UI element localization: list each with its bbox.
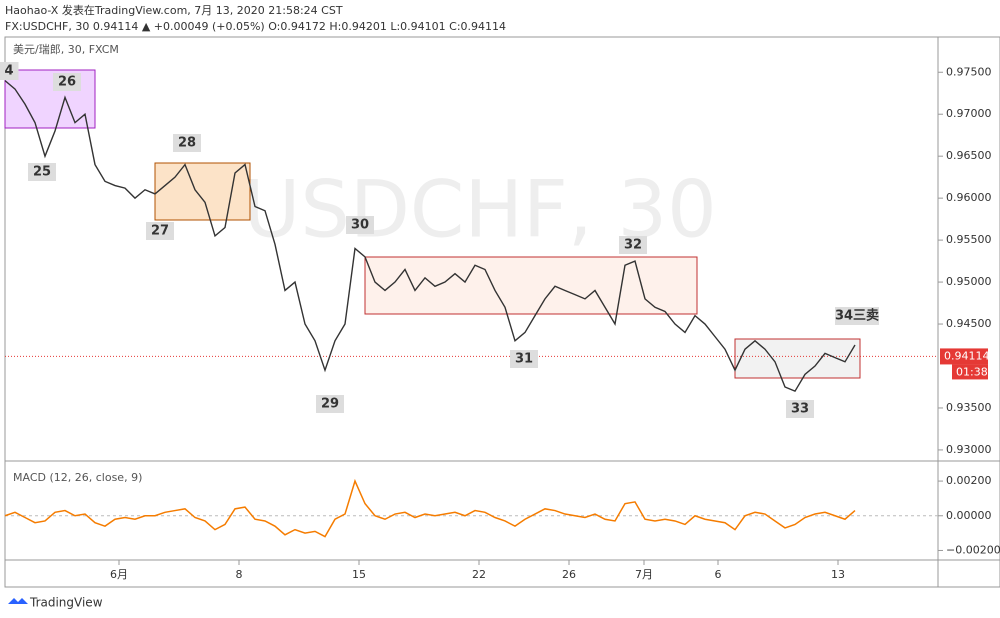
price-line — [4, 80, 856, 393]
header-ohlc: FX:USDCHF, 30 0.94114 ▲ +0.00049 (+0.05%… — [5, 20, 506, 33]
annotation: 29 — [321, 397, 339, 412]
logo: TradingView — [29, 596, 103, 610]
header-line: Haohao-X 发表在TradingView.com, 7月 13, 2020… — [5, 3, 343, 17]
annotation: 25 — [33, 165, 51, 180]
x-tick-label: 15 — [352, 568, 366, 581]
y-tick-label: 0.93000 — [946, 443, 992, 456]
pane-title: MACD (12, 26, close, 9) — [13, 471, 142, 484]
y-tick-label: 0.95500 — [946, 233, 992, 246]
x-tick-label: 6月 — [110, 568, 128, 581]
zone-box — [154, 162, 251, 221]
y-tick-label: 0.00000 — [946, 509, 992, 522]
y-tick-label: 0.97500 — [946, 65, 992, 78]
x-tick-label: 13 — [831, 568, 845, 581]
annotation-bg — [316, 395, 344, 413]
x-tick-label: 8 — [236, 568, 243, 581]
annotation: 28 — [178, 136, 196, 151]
annotation-bg — [346, 216, 374, 234]
annotation-bg — [53, 73, 81, 91]
annotation-bg — [146, 222, 174, 240]
annotation: 4 — [4, 64, 13, 79]
price-tag-label: 0.94114 — [944, 349, 990, 362]
countdown-tag — [952, 364, 988, 380]
zone-box — [734, 338, 861, 379]
zone-box — [364, 256, 698, 315]
x-tick-label: 6 — [715, 568, 722, 581]
annotation-bg — [173, 134, 201, 152]
annotation-bg — [619, 236, 647, 254]
x-tick-label: 7月 — [635, 568, 653, 581]
x-tick-label: 22 — [472, 568, 486, 581]
annotation: 33 — [791, 402, 809, 417]
pane-title: 美元/瑞郎, 30, FXCM — [13, 42, 119, 56]
annotation: 26 — [58, 75, 76, 90]
annotation: 32 — [624, 238, 642, 253]
annotation: 27 — [151, 224, 169, 239]
x-tick-label: 26 — [562, 568, 576, 581]
countdown: 01:38 — [956, 365, 988, 378]
annotation: 31 — [515, 352, 533, 367]
annotation-bg — [510, 350, 538, 368]
y-tick-label: 0.94500 — [946, 317, 992, 330]
y-tick-label: 0.97000 — [946, 107, 992, 120]
y-tick-label: 0.96000 — [946, 191, 992, 204]
annotation-bg — [786, 400, 814, 418]
annotation-bg — [0, 62, 19, 80]
annotation: 34三卖 — [835, 308, 879, 324]
frame — [4, 36, 1000, 588]
annotation-bg — [28, 163, 56, 181]
y-tick-label: −0.00200 — [946, 543, 1000, 556]
y-tick-label: 0.00200 — [946, 474, 992, 487]
y-tick-label: 0.93500 — [946, 401, 992, 414]
price-tag — [940, 348, 988, 365]
annotation: 30 — [351, 218, 369, 233]
logo-icon — [8, 598, 28, 604]
y-tick-label: 0.95000 — [946, 275, 992, 288]
price-line — [4, 478, 856, 538]
annotation-bg — [835, 307, 879, 325]
y-tick-label: 0.96500 — [946, 149, 992, 162]
